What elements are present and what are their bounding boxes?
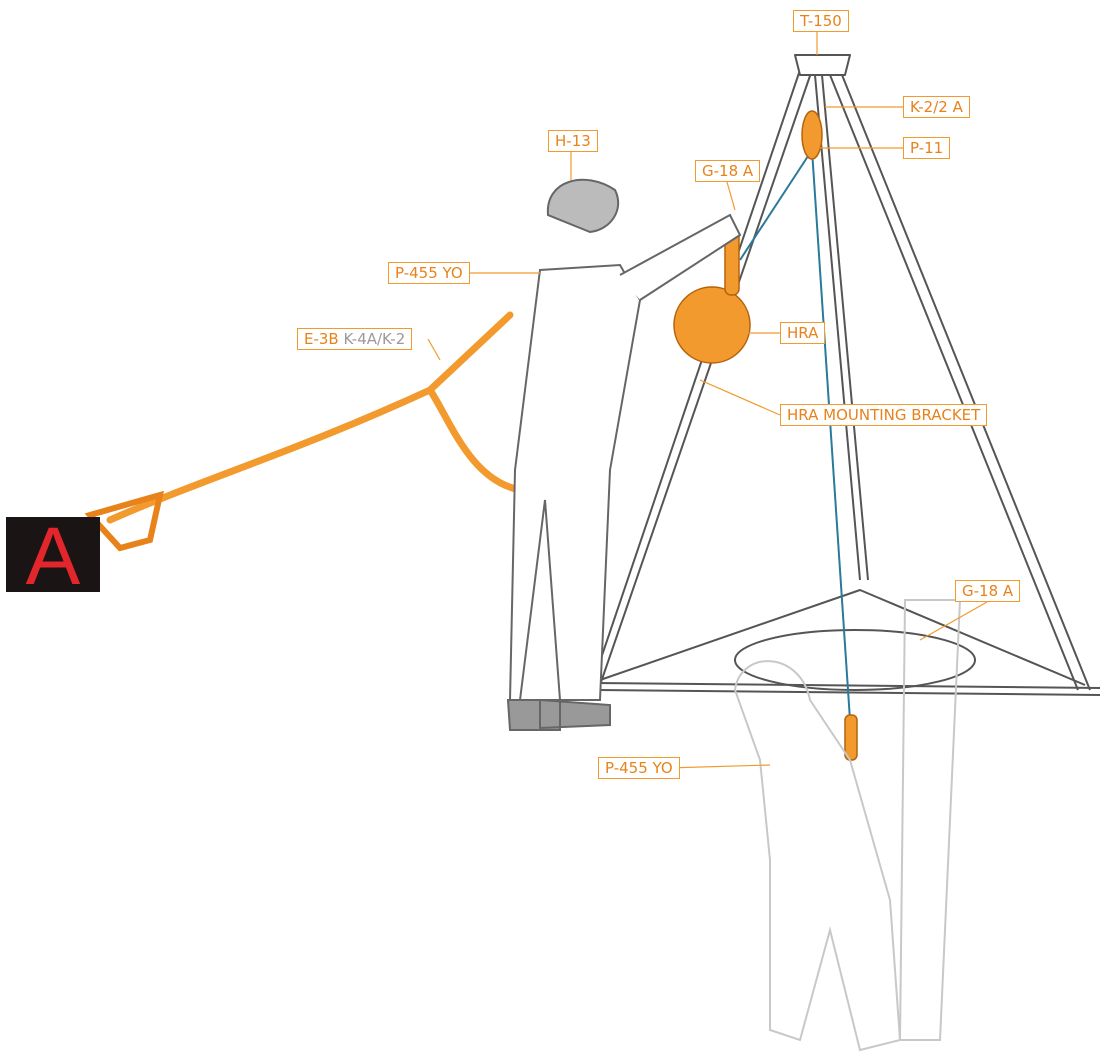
rope — [812, 150, 850, 720]
label-part: E-3B — [304, 330, 339, 348]
label: G-18 A — [695, 160, 760, 182]
label: P-455 YO — [388, 262, 470, 284]
label: E-3B K-4A/K-2 — [297, 328, 412, 350]
illustration — [0, 0, 1106, 1061]
label: P-455 YO — [598, 757, 680, 779]
label: HRA — [780, 322, 825, 344]
label: G-18 A — [955, 580, 1020, 602]
label: T-150 — [793, 10, 849, 32]
orange-devices — [674, 111, 857, 760]
label-part: K-4A/K-2 — [344, 330, 406, 348]
label: P-11 — [903, 137, 950, 159]
label: HRA MOUNTING BRACKET — [780, 404, 987, 426]
worker-top — [508, 180, 740, 730]
tripod — [592, 55, 1100, 695]
label: H-13 — [548, 130, 598, 152]
page: T-150 K-2/2 A P-11 H-13 G-18 A P-455 YO … — [0, 0, 1106, 1061]
label: K-2/2 A — [903, 96, 970, 118]
badge: A — [6, 517, 100, 592]
